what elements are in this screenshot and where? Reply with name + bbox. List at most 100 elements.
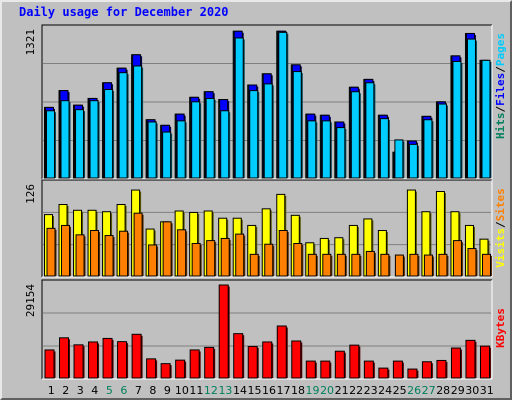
bar-kbytes-day-3	[73, 344, 84, 379]
bar-sites-day-16	[264, 243, 274, 277]
bar-sites-day-17	[278, 230, 288, 277]
x-tick-label-day-14: 14	[233, 384, 247, 397]
bar-sites-day-10	[177, 229, 187, 277]
x-tick-label-day-21: 21	[335, 384, 349, 397]
bar-kbytes-day-21	[334, 350, 345, 379]
x-tick-label-day-3: 3	[77, 384, 84, 397]
x-tick-label-day-20: 20	[320, 384, 334, 397]
bar-kbytes-day-1	[44, 349, 55, 379]
bar-kbytes-day-10	[175, 359, 186, 379]
x-tick-label-day-16: 16	[262, 384, 276, 397]
bar-sites-day-1	[46, 227, 56, 277]
plot-border-light	[42, 180, 493, 278]
bar-pages-day-18	[292, 71, 302, 179]
bar-sites-day-20	[322, 253, 332, 277]
bar-kbytes-day-31	[479, 345, 490, 379]
right-label-part-middle-0: Visits	[494, 228, 507, 268]
bar-kbytes-day-20	[320, 360, 331, 379]
bar-kbytes-day-2	[59, 337, 70, 379]
plot-border-dark	[41, 24, 492, 179]
bar-pages-day-29	[452, 60, 462, 179]
bar-sites-day-28	[438, 253, 448, 277]
right-label-bottom: KBytes	[494, 308, 507, 348]
bar-sites-day-21	[336, 253, 346, 277]
bar-kbytes-day-8	[146, 358, 157, 379]
bar-sites-day-4	[90, 230, 100, 277]
bar-pages-day-15	[249, 90, 259, 179]
bar-pages-day-2	[60, 100, 70, 179]
bar-kbytes-day-27	[421, 361, 432, 379]
bar-kbytes-day-12	[204, 346, 215, 379]
x-tick-label-day-4: 4	[91, 384, 98, 397]
bar-sites-day-7	[133, 212, 143, 277]
x-tick-label-day-8: 8	[149, 384, 156, 397]
bar-kbytes-day-22	[349, 344, 360, 379]
bar-kbytes-day-17	[276, 325, 287, 379]
x-tick-label-day-27: 27	[422, 384, 436, 397]
bar-pages-day-22	[350, 91, 360, 179]
bar-pages-day-4	[89, 100, 99, 179]
right-label-part-top-0: Hits	[494, 113, 507, 140]
bar-pages-day-21	[336, 127, 346, 179]
x-tick-label-day-23: 23	[364, 384, 378, 397]
bar-sites-day-14	[235, 233, 245, 277]
bar-kbytes-day-9	[160, 363, 171, 379]
x-tick-label-day-11: 11	[189, 384, 203, 397]
bar-sites-day-18	[293, 243, 303, 277]
y-max-label: 29154	[24, 284, 37, 317]
x-tick-labels: 1 2 3 4 5 6 7 8 9 10 11 12 13 14 15 16 17 18 19 20 21 22 23 24 2…	[48, 384, 494, 397]
x-tick-label-day-19: 19	[306, 384, 320, 397]
bar-kbytes-day-29	[450, 347, 461, 379]
bar-pages-day-24	[379, 118, 389, 179]
bar-sites-day-9	[162, 221, 172, 277]
bar-pages-day-3	[75, 109, 85, 179]
bar-pages-day-7	[133, 65, 143, 179]
x-tick-label-day-25: 25	[393, 384, 407, 397]
bar-sites-day-27	[423, 254, 433, 277]
bar-kbytes-day-28	[436, 359, 447, 379]
bar-pages-day-20	[321, 120, 331, 179]
bar-kbytes-day-23	[363, 360, 374, 379]
right-label-middle: Visits/Sites	[494, 188, 507, 268]
bar-pages-day-14	[234, 37, 244, 179]
bar-pages-day-31	[481, 59, 491, 179]
bar-kbytes-day-30	[465, 339, 476, 379]
panel-kbytes: 29154	[24, 279, 493, 380]
x-tick-label-day-13: 13	[218, 384, 232, 397]
panel-visits-sites: 126	[24, 179, 493, 278]
bar-pages-day-19	[307, 120, 317, 179]
bar-sites-day-30	[467, 248, 477, 277]
plot-border-dark	[41, 279, 492, 379]
bar-kbytes-day-14	[233, 333, 244, 379]
bar-pages-day-1	[46, 110, 55, 179]
bar-kbytes-day-7	[131, 333, 142, 379]
x-tick-label-day-26: 26	[407, 384, 421, 397]
bar-sites-day-6	[119, 230, 129, 277]
right-label-part-middle-1: /	[494, 221, 507, 228]
y-max-label: 1321	[24, 29, 37, 56]
bar-sites-day-13	[220, 237, 230, 277]
bar-pages-day-10	[176, 120, 186, 179]
bar-pages-day-9	[162, 131, 172, 179]
x-tick-label-day-5: 5	[106, 384, 113, 397]
bar-pages-day-27	[423, 119, 433, 179]
bar-sites-day-12	[206, 240, 216, 277]
bar-kbytes-day-6	[117, 341, 128, 379]
right-label-part-bottom-0: KBytes	[494, 308, 507, 348]
bar-sites-day-2	[61, 224, 71, 277]
bar-pages-day-12	[205, 97, 215, 179]
bar-kbytes-day-4	[88, 341, 99, 379]
bar-kbytes-day-13	[218, 284, 229, 379]
bar-pages-day-8	[147, 121, 157, 179]
right-label-part-top-4: Pages	[494, 33, 507, 66]
x-tick-label-day-6: 6	[120, 384, 127, 397]
y-max-label: 126	[24, 184, 37, 204]
bar-sites-day-11	[191, 243, 201, 277]
x-tick-label-day-18: 18	[291, 384, 305, 397]
x-tick-label-day-12: 12	[204, 384, 218, 397]
bar-pages-day-17	[278, 31, 288, 179]
bar-pages-day-13	[220, 110, 230, 179]
bar-sites-day-22	[351, 253, 361, 277]
